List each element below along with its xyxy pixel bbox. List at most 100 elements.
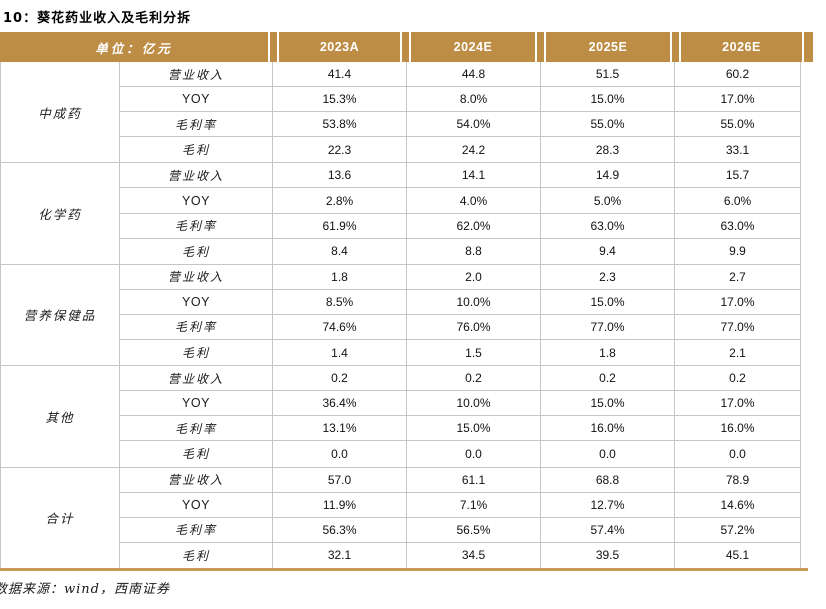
table-row: 营业收入 1.8 2.0 2.3 2.7 (120, 264, 801, 290)
value-cell: 62.0% (406, 213, 540, 238)
header-gutter (804, 32, 813, 62)
metric-label: 毛利 (181, 346, 210, 361)
table-row: YOY 8.5% 10.0% 15.0% 17.0% (120, 289, 801, 315)
metric-label: 毛利率 (174, 117, 217, 132)
metric-label: 毛利率 (174, 421, 217, 436)
value-cell: 63.0% (674, 213, 801, 238)
group-row-huaxueyao: 化学药 营业收入 13.6 14.1 14.9 15.7 YOY 2.8% 4.… (1, 163, 801, 265)
table-bottom-border (0, 568, 808, 571)
value-cell: 0.0 (406, 441, 540, 467)
value-cell: 13.6 (272, 163, 406, 188)
header-gutter (537, 32, 544, 62)
table-body: 中成药 营业收入 41.4 44.8 51.5 60.2 YOY 15.3% 8… (0, 62, 801, 568)
year-header-2026E: 2026E (681, 32, 802, 62)
value-cell: 61.1 (406, 467, 540, 492)
value-cell: 16.0% (674, 416, 801, 441)
value-cell: 5.0% (540, 188, 674, 213)
value-cell: 44.8 (406, 62, 540, 87)
value-cell: 34.5 (406, 542, 540, 568)
value-cell: 13.1% (272, 416, 406, 441)
value-cell: 51.5 (540, 62, 674, 87)
table-row: YOY 2.8% 4.0% 5.0% 6.0% (120, 188, 801, 214)
value-cell: 60.2 (674, 62, 801, 87)
value-cell: 41.4 (272, 62, 406, 87)
value-cell: 14.1 (406, 163, 540, 188)
value-cell: 24.2 (406, 137, 540, 163)
value-cell: 12.7% (540, 492, 674, 517)
value-cell: 9.4 (540, 238, 674, 264)
value-cell: 56.5% (406, 517, 540, 542)
value-cell: 1.4 (272, 340, 406, 366)
value-cell: 77.0% (540, 314, 674, 340)
metric-label: 毛利率 (174, 320, 217, 335)
value-cell: 8.0% (406, 87, 540, 112)
value-cell: 57.4% (540, 517, 674, 542)
metric-label: 毛利 (181, 548, 210, 563)
value-cell: 55.0% (674, 112, 801, 137)
value-cell: 0.2 (406, 366, 540, 391)
value-cell: 39.5 (540, 542, 674, 568)
value-cell: 33.1 (674, 137, 801, 163)
value-cell: 2.0 (406, 264, 540, 289)
table-row: 营业收入 41.4 44.8 51.5 60.2 (120, 62, 801, 88)
value-cell: 55.0% (540, 112, 674, 137)
year-header-2023A: 2023A (279, 32, 400, 62)
metric-label: 毛利率 (174, 219, 217, 234)
value-cell: 0.0 (272, 441, 406, 467)
value-cell: 1.5 (406, 340, 540, 366)
group-label: 化学药 (1, 163, 120, 264)
value-cell: 57.2% (674, 517, 801, 542)
value-cell: 9.9 (674, 238, 801, 264)
group-row-qita: 其他 营业收入 0.2 0.2 0.2 0.2 YOY 36.4% 10.0% … (1, 366, 801, 468)
header-gutter (672, 32, 679, 62)
value-cell: 28.3 (540, 137, 674, 163)
year-header-2025E: 2025E (546, 32, 670, 62)
group-label: 合计 (1, 467, 120, 568)
table-row: 毛利 22.3 24.2 28.3 33.1 (120, 137, 801, 163)
value-cell: 17.0% (674, 87, 801, 112)
table-row: 毛利率 61.9% 62.0% 63.0% 63.0% (120, 213, 801, 239)
table-row: YOY 36.4% 10.0% 15.0% 17.0% (120, 391, 801, 417)
table-row: 毛利 1.4 1.5 1.8 2.1 (120, 340, 801, 366)
value-cell: 14.6% (674, 492, 801, 517)
table-row: 毛利 32.1 34.5 39.5 45.1 (120, 542, 801, 568)
table-row: 营业收入 0.2 0.2 0.2 0.2 (120, 366, 801, 392)
value-cell: 15.0% (540, 289, 674, 314)
value-cell: 15.3% (272, 87, 406, 112)
metric-label: YOY (182, 294, 210, 309)
value-cell: 11.9% (272, 492, 406, 517)
metric-label: 营业收入 (167, 270, 224, 285)
value-cell: 14.9 (540, 163, 674, 188)
value-cell: 15.7 (674, 163, 801, 188)
value-cell: 8.8 (406, 238, 540, 264)
unit-header-cell: 单位：亿元 (0, 32, 268, 62)
value-cell: 77.0% (674, 314, 801, 340)
group-label: 其他 (1, 366, 120, 467)
value-cell: 56.3% (272, 517, 406, 542)
metric-label: 营业收入 (167, 67, 224, 82)
group-label: 中成药 (1, 62, 120, 163)
metric-label: 毛利率 (174, 523, 217, 538)
table-row: 毛利率 74.6% 76.0% 77.0% 77.0% (120, 314, 801, 341)
value-cell: 6.0% (674, 188, 801, 213)
metric-label: 毛利 (181, 244, 210, 259)
value-cell: 2.8% (272, 188, 406, 213)
metric-label: 营业收入 (167, 168, 224, 183)
header-gutter (270, 32, 277, 62)
value-cell: 32.1 (272, 542, 406, 568)
metric-label: 营业收入 (167, 371, 224, 386)
value-cell: 15.0% (540, 87, 674, 112)
group-row-yingyangbaojianpin: 营养保健品 营业收入 1.8 2.0 2.3 2.7 YOY 8.5% 10.0… (1, 264, 801, 367)
table-header-row: 单位：亿元 2023A 2024E 2025E 2026E (0, 32, 813, 62)
metric-label: 营业收入 (167, 473, 224, 488)
value-cell: 10.0% (406, 289, 540, 314)
value-cell: 1.8 (540, 340, 674, 366)
table-row: 毛利 0.0 0.0 0.0 0.0 (120, 441, 801, 467)
value-cell: 2.7 (674, 264, 801, 289)
group-row-heji: 合计 营业收入 57.0 61.1 68.8 78.9 YOY 11.9% 7.… (1, 467, 801, 568)
table-row: YOY 11.9% 7.1% 12.7% 14.6% (120, 492, 801, 518)
value-cell: 63.0% (540, 213, 674, 238)
value-cell: 1.8 (272, 264, 406, 289)
value-cell: 2.1 (674, 340, 801, 366)
